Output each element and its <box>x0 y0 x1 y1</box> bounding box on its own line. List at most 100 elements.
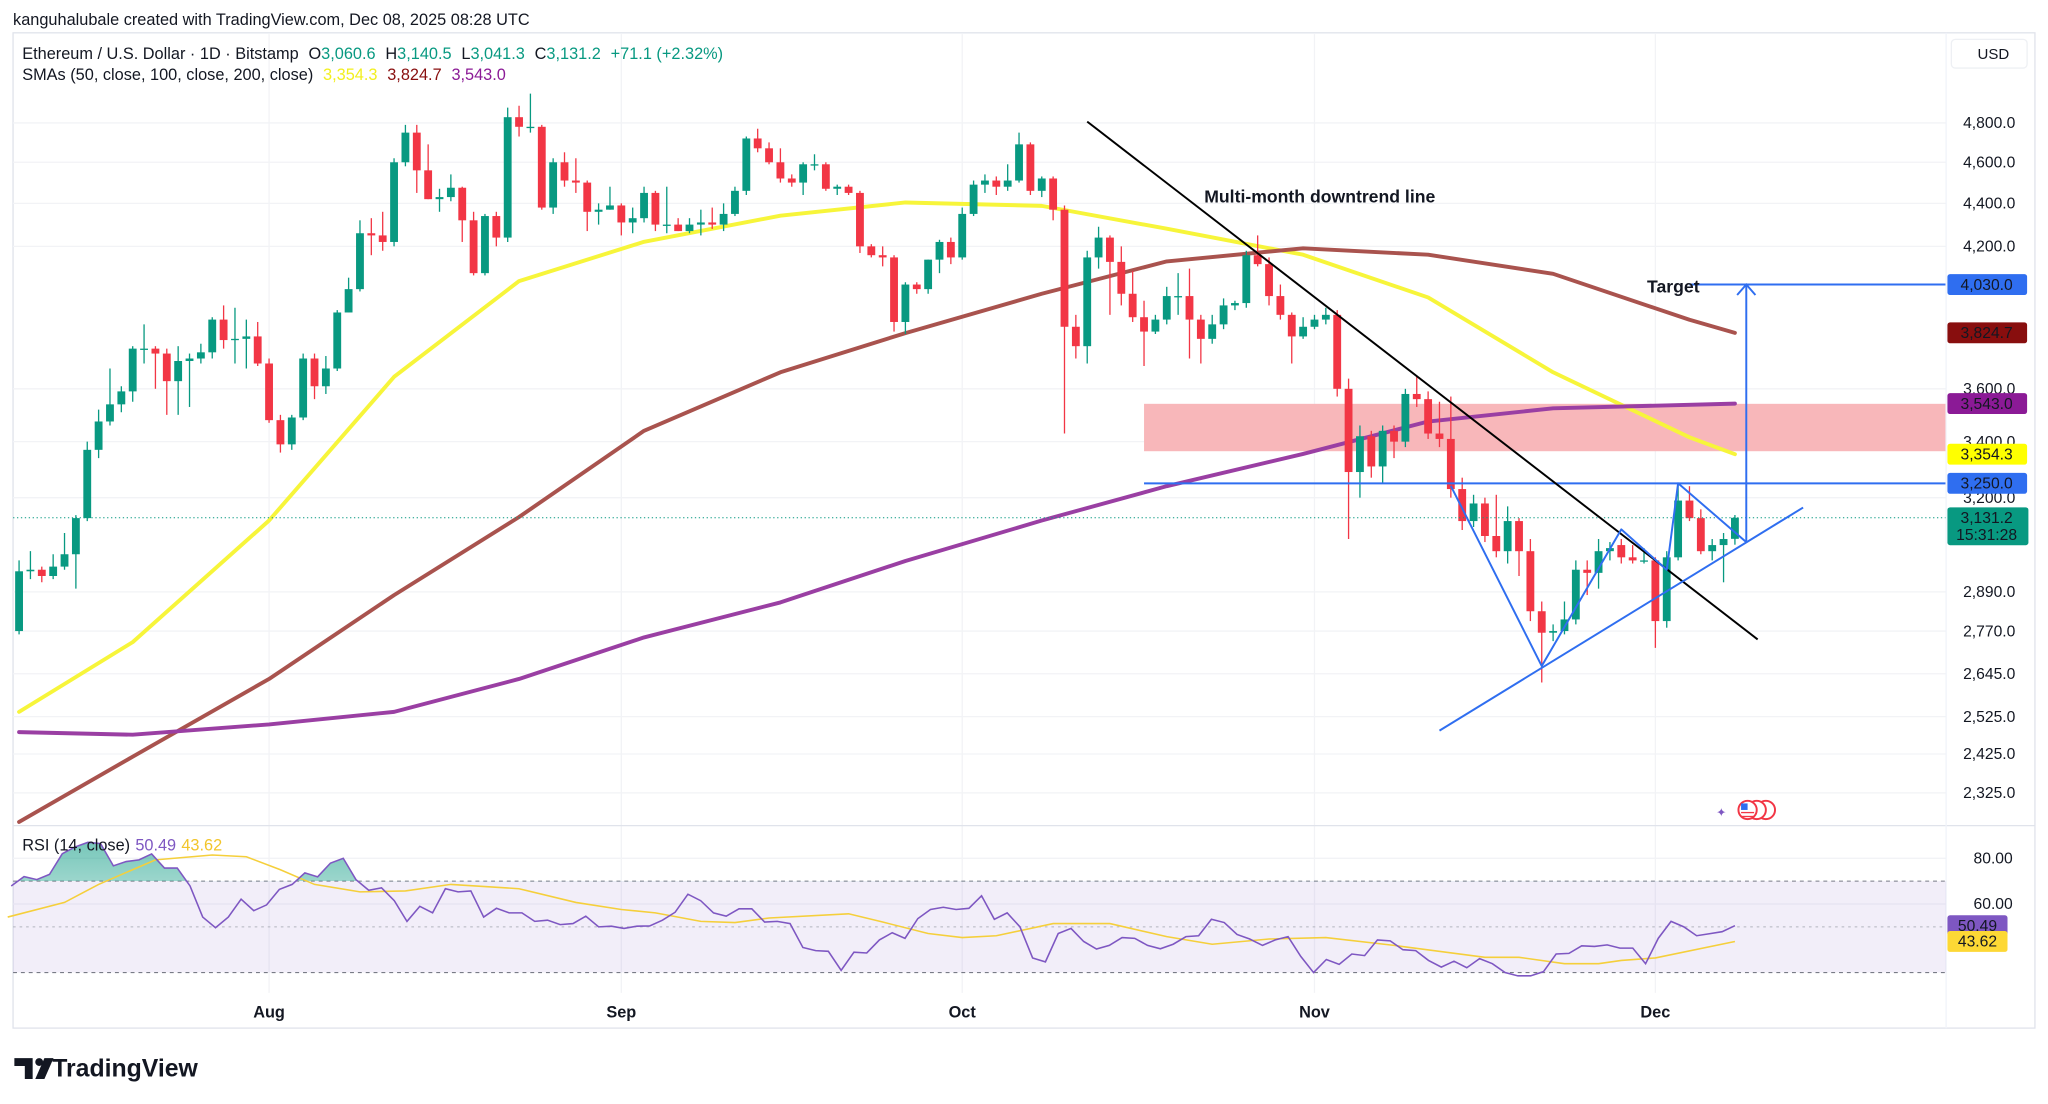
candle[interactable] <box>1674 483 1683 561</box>
candle[interactable] <box>708 207 717 229</box>
candle[interactable] <box>1265 257 1273 306</box>
symbol-title[interactable]: Ethereum / U.S. Dollar · 1D · Bitstamp <box>22 45 298 63</box>
tradingview-logo[interactable]: TradingView <box>14 1055 199 1082</box>
candle[interactable] <box>1140 300 1148 366</box>
candle[interactable] <box>946 237 955 265</box>
candle[interactable] <box>628 207 637 234</box>
candle[interactable] <box>1174 273 1183 315</box>
candle[interactable] <box>242 319 251 369</box>
candle[interactable] <box>1071 314 1080 359</box>
candle[interactable] <box>1708 539 1717 561</box>
pattern-path[interactable] <box>1449 482 1747 668</box>
candle[interactable] <box>37 566 46 583</box>
candle[interactable] <box>1321 307 1330 325</box>
candle[interactable] <box>367 218 376 256</box>
candle[interactable] <box>333 310 342 372</box>
candle[interactable] <box>435 188 444 212</box>
candle[interactable] <box>674 218 683 232</box>
candle[interactable] <box>492 211 501 247</box>
candle[interactable] <box>844 184 853 195</box>
candle[interactable] <box>299 353 308 421</box>
candle[interactable] <box>390 158 398 247</box>
candle[interactable] <box>1083 250 1092 364</box>
sma-legend[interactable]: SMAs (50, close, 100, close, 200, close)… <box>22 66 506 84</box>
candle[interactable] <box>481 213 489 276</box>
candle[interactable] <box>890 255 898 332</box>
candle[interactable] <box>526 93 535 133</box>
candle[interactable] <box>571 158 580 193</box>
candle[interactable] <box>106 368 114 426</box>
candle[interactable] <box>446 174 455 202</box>
candle[interactable] <box>208 317 217 359</box>
candle[interactable] <box>94 409 103 459</box>
candle[interactable] <box>469 211 478 276</box>
candle[interactable] <box>1185 268 1194 359</box>
candle[interactable] <box>196 343 205 364</box>
candle[interactable] <box>810 154 819 171</box>
candle[interactable] <box>231 307 239 364</box>
rsi-ma-line[interactable] <box>7 854 1736 965</box>
candle[interactable] <box>878 246 887 267</box>
candle[interactable] <box>1571 560 1580 625</box>
candle[interactable] <box>731 186 739 217</box>
candle[interactable] <box>1503 506 1512 564</box>
candle[interactable] <box>776 148 785 183</box>
candle[interactable] <box>1208 314 1217 344</box>
candle[interactable] <box>1696 509 1705 555</box>
candle[interactable] <box>1287 312 1296 364</box>
sma50-line[interactable] <box>17 200 1737 714</box>
candle[interactable] <box>49 554 58 580</box>
candle[interactable] <box>60 532 69 570</box>
candle[interactable] <box>412 124 421 193</box>
price-axis[interactable]: 4,800.04,600.04,400.04,200.03,600.03,400… <box>1947 115 2029 802</box>
candle[interactable] <box>867 244 876 258</box>
candle[interactable] <box>83 441 92 522</box>
candle[interactable] <box>344 277 353 313</box>
currency-button[interactable]: USD <box>1950 38 2028 69</box>
candle[interactable] <box>901 282 910 334</box>
candle[interactable] <box>583 180 592 232</box>
price-pane[interactable]: Multi-month downtrend line Target <box>13 93 1947 824</box>
candle[interactable] <box>276 414 285 453</box>
candle[interactable] <box>1731 515 1739 545</box>
candle[interactable] <box>219 305 228 349</box>
candle[interactable] <box>549 158 558 214</box>
candle[interactable] <box>787 174 796 187</box>
candle[interactable] <box>1549 624 1558 642</box>
candle[interactable] <box>140 324 148 364</box>
candle[interactable] <box>594 203 603 225</box>
candle[interactable] <box>1424 391 1433 439</box>
candle[interactable] <box>287 414 296 450</box>
downtrend-line[interactable] <box>1086 120 1759 641</box>
candle[interactable] <box>1231 300 1239 311</box>
candle[interactable] <box>1356 425 1364 498</box>
candle[interactable] <box>1094 226 1103 269</box>
candle[interactable] <box>958 207 967 260</box>
candle[interactable] <box>719 203 728 232</box>
candle[interactable] <box>1310 314 1319 330</box>
candle[interactable] <box>833 184 842 195</box>
candle[interactable] <box>26 551 35 580</box>
candle[interactable] <box>1412 376 1421 407</box>
candle[interactable] <box>253 321 262 366</box>
candle[interactable] <box>15 560 23 635</box>
candle[interactable] <box>310 353 319 400</box>
candle[interactable] <box>1196 314 1205 364</box>
candle[interactable] <box>969 180 978 217</box>
candle[interactable] <box>1162 286 1171 325</box>
candle[interactable] <box>1469 494 1478 528</box>
candle[interactable] <box>1390 425 1398 459</box>
candle[interactable] <box>1594 539 1603 589</box>
candle[interactable] <box>1401 388 1410 448</box>
candle[interactable] <box>1151 314 1160 334</box>
candle[interactable] <box>401 124 410 167</box>
candle[interactable] <box>128 346 137 402</box>
target-label[interactable]: Target <box>1647 277 1700 297</box>
candle[interactable] <box>1367 430 1376 478</box>
candle[interactable] <box>1526 539 1535 622</box>
candle[interactable] <box>1378 425 1387 484</box>
candle[interactable] <box>321 356 330 394</box>
candle[interactable] <box>1219 298 1228 330</box>
candle[interactable] <box>1049 176 1058 221</box>
time-axis[interactable]: Aug Sep Oct Nov Dec <box>253 1004 1670 1022</box>
